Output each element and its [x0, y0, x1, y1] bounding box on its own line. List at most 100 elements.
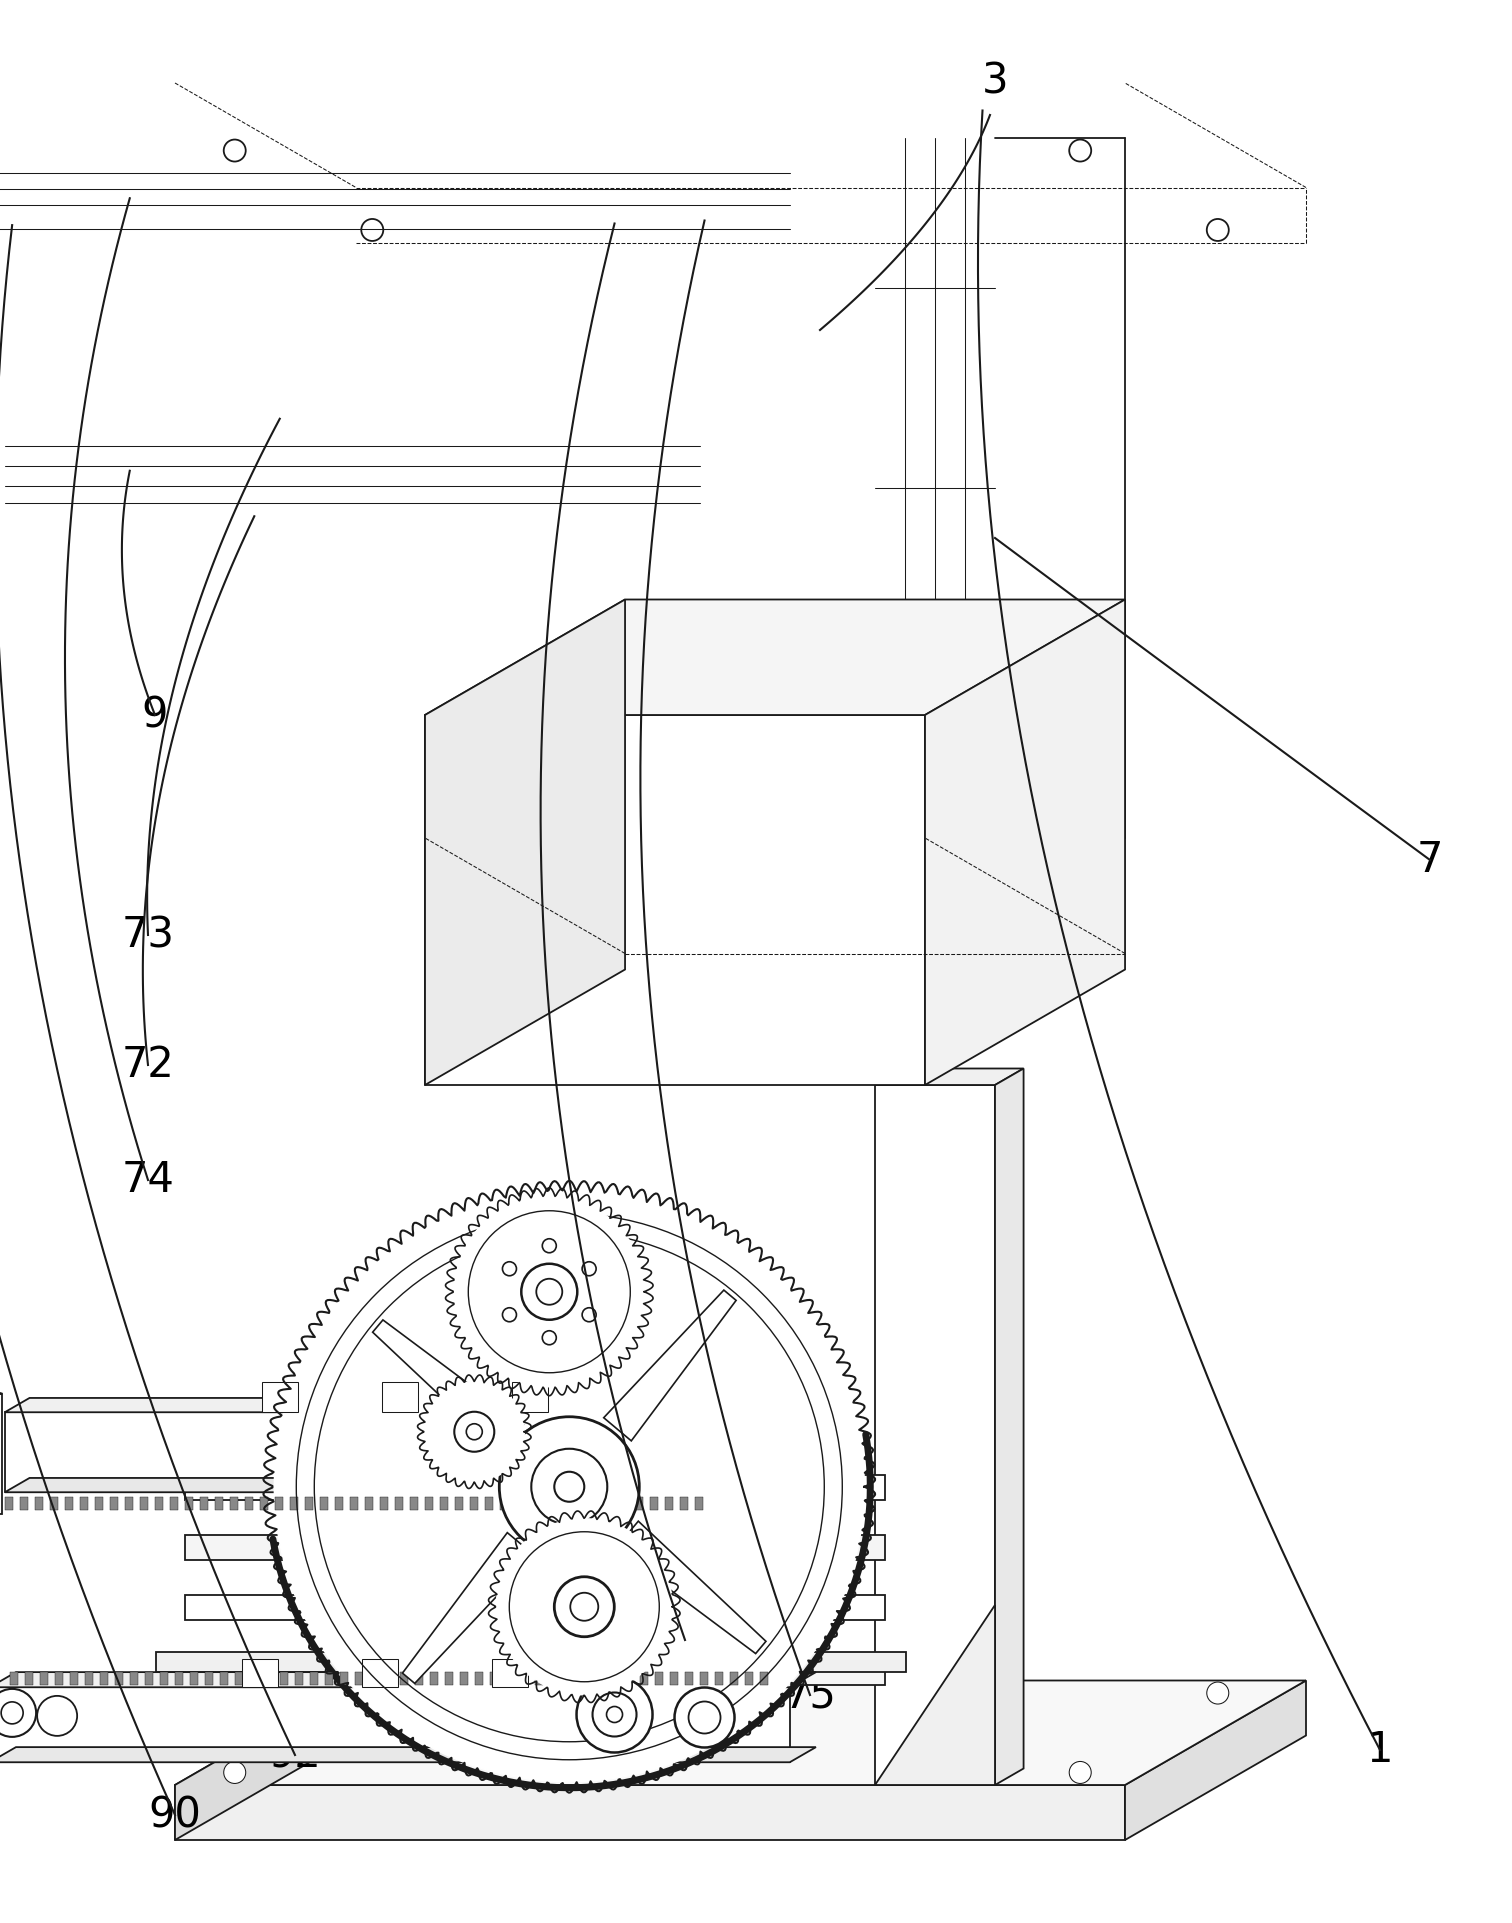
Polygon shape	[680, 1498, 688, 1510]
Polygon shape	[0, 1748, 816, 1761]
Polygon shape	[110, 1498, 118, 1510]
Polygon shape	[579, 1673, 588, 1685]
Circle shape	[502, 1261, 517, 1275]
Polygon shape	[559, 1498, 569, 1510]
Circle shape	[2, 1702, 23, 1723]
Polygon shape	[364, 1498, 373, 1510]
Polygon shape	[700, 1673, 708, 1685]
Polygon shape	[470, 1498, 478, 1510]
Polygon shape	[175, 1785, 1125, 1840]
Polygon shape	[139, 1498, 148, 1510]
Polygon shape	[590, 1498, 597, 1510]
Polygon shape	[514, 1498, 523, 1510]
Polygon shape	[290, 1498, 298, 1510]
Polygon shape	[175, 1673, 183, 1685]
Polygon shape	[175, 1681, 1306, 1785]
Polygon shape	[125, 1498, 133, 1510]
Circle shape	[466, 1423, 482, 1440]
Polygon shape	[200, 1498, 207, 1510]
Polygon shape	[460, 1673, 467, 1685]
Polygon shape	[260, 1498, 268, 1510]
Polygon shape	[759, 1673, 768, 1685]
Polygon shape	[745, 1673, 753, 1685]
Circle shape	[537, 1279, 562, 1304]
Polygon shape	[544, 1498, 553, 1510]
Circle shape	[502, 1308, 517, 1321]
Polygon shape	[511, 1383, 547, 1411]
Circle shape	[582, 1261, 596, 1275]
Circle shape	[570, 1592, 599, 1621]
Polygon shape	[381, 1383, 417, 1411]
Polygon shape	[535, 1673, 543, 1685]
Polygon shape	[520, 1673, 528, 1685]
Polygon shape	[204, 1673, 213, 1685]
Polygon shape	[39, 1673, 48, 1685]
Polygon shape	[319, 1498, 328, 1510]
Text: 75: 75	[783, 1675, 836, 1715]
Polygon shape	[215, 1498, 222, 1510]
Circle shape	[361, 219, 383, 240]
Text: 72: 72	[121, 1044, 174, 1086]
Polygon shape	[609, 1673, 618, 1685]
Polygon shape	[603, 1290, 736, 1440]
Polygon shape	[54, 1673, 64, 1685]
Polygon shape	[0, 1673, 816, 1686]
Polygon shape	[334, 1498, 343, 1510]
Polygon shape	[615, 1521, 767, 1654]
Polygon shape	[380, 1498, 387, 1510]
Polygon shape	[665, 1498, 673, 1510]
Polygon shape	[191, 1673, 198, 1685]
Polygon shape	[500, 1498, 508, 1510]
Circle shape	[674, 1688, 735, 1748]
Polygon shape	[875, 1069, 1024, 1085]
Polygon shape	[154, 1498, 163, 1510]
Polygon shape	[455, 1498, 463, 1510]
Polygon shape	[694, 1498, 703, 1510]
Polygon shape	[670, 1673, 677, 1685]
Polygon shape	[295, 1673, 302, 1685]
Polygon shape	[361, 1660, 398, 1686]
Text: 58: 58	[658, 1619, 712, 1661]
Polygon shape	[95, 1498, 103, 1510]
Polygon shape	[340, 1673, 348, 1685]
Polygon shape	[0, 1686, 789, 1761]
Polygon shape	[305, 1498, 313, 1510]
Polygon shape	[100, 1673, 107, 1685]
Circle shape	[224, 1761, 246, 1783]
Polygon shape	[995, 1069, 1024, 1785]
Polygon shape	[475, 1673, 482, 1685]
Circle shape	[38, 1696, 77, 1736]
Polygon shape	[1125, 1681, 1306, 1840]
Polygon shape	[5, 1398, 724, 1411]
Polygon shape	[414, 1673, 423, 1685]
Polygon shape	[5, 1411, 700, 1492]
Circle shape	[522, 1263, 578, 1319]
Polygon shape	[635, 1498, 643, 1510]
Polygon shape	[130, 1673, 138, 1685]
Polygon shape	[491, 1660, 528, 1686]
Circle shape	[1207, 1683, 1229, 1704]
Polygon shape	[65, 1498, 73, 1510]
Polygon shape	[24, 1673, 33, 1685]
Polygon shape	[529, 1498, 538, 1510]
Polygon shape	[184, 1498, 192, 1510]
Polygon shape	[454, 1196, 644, 1386]
Circle shape	[361, 1683, 383, 1704]
Polygon shape	[395, 1498, 402, 1510]
Polygon shape	[425, 1383, 525, 1483]
Polygon shape	[620, 1498, 627, 1510]
Polygon shape	[0, 1394, 3, 1513]
Polygon shape	[730, 1673, 738, 1685]
Text: 73: 73	[121, 913, 174, 956]
Polygon shape	[425, 600, 1125, 715]
Polygon shape	[325, 1673, 333, 1685]
Polygon shape	[370, 1673, 378, 1685]
Polygon shape	[425, 715, 925, 1085]
Text: 3: 3	[981, 62, 1009, 104]
Polygon shape	[496, 1519, 673, 1694]
Circle shape	[582, 1308, 596, 1321]
Polygon shape	[384, 1673, 393, 1685]
Polygon shape	[485, 1498, 493, 1510]
Polygon shape	[594, 1673, 603, 1685]
Polygon shape	[156, 1652, 906, 1673]
